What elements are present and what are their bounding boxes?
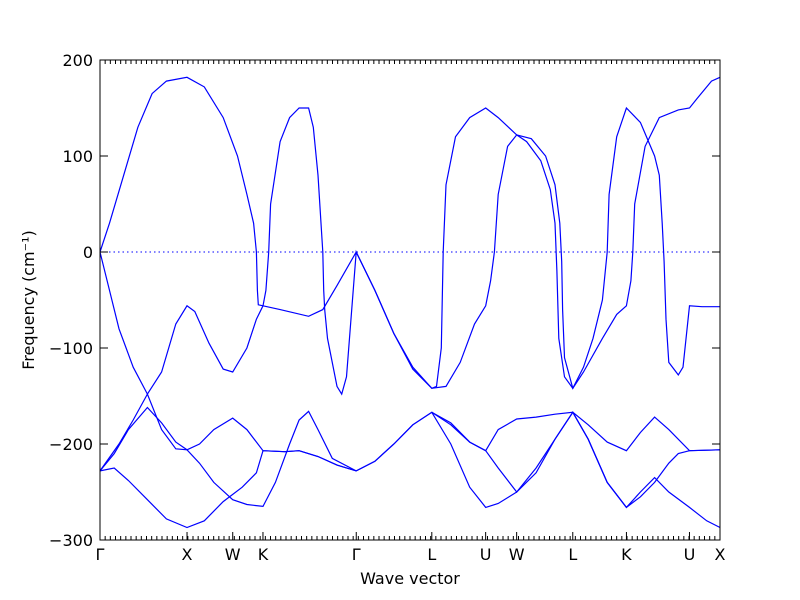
x-tick-label: X <box>182 545 193 564</box>
x-tick-label: X <box>715 545 726 564</box>
y-tick-label: −300 <box>49 531 93 550</box>
x-tick-label: K <box>621 545 632 564</box>
x-tick-label: Γ <box>352 545 361 564</box>
y-axis-label: Frequency (cm⁻¹) <box>19 230 38 369</box>
y-tick-label: 100 <box>62 147 93 166</box>
x-tick-label: U <box>480 545 492 564</box>
band-line-2 <box>99 106 720 396</box>
y-tick-label: −200 <box>49 435 93 454</box>
x-tick-label: Γ <box>96 545 105 564</box>
y-tick-label: 0 <box>83 243 93 262</box>
band-line-3 <box>99 406 721 472</box>
x-tick-label: L <box>568 545 577 564</box>
band-line-4 <box>99 411 721 529</box>
y-axis-ticks: 200 100 0 −100 −200 −300 <box>49 51 720 550</box>
plot-frame <box>99 59 721 541</box>
x-tick-label: W <box>509 545 525 564</box>
x-tick-label: W <box>225 545 241 564</box>
y-tick-label: −100 <box>49 339 93 358</box>
x-axis-label: Wave vector <box>360 569 460 588</box>
band-line-5 <box>99 392 357 508</box>
x-tick-label: K <box>258 545 269 564</box>
band-line-6 <box>431 411 721 529</box>
x-tick-label: L <box>427 545 436 564</box>
y-tick-label: 200 <box>62 51 93 70</box>
band-line-1 <box>99 76 721 390</box>
band-series-group <box>99 76 721 529</box>
x-tick-label: U <box>684 545 696 564</box>
